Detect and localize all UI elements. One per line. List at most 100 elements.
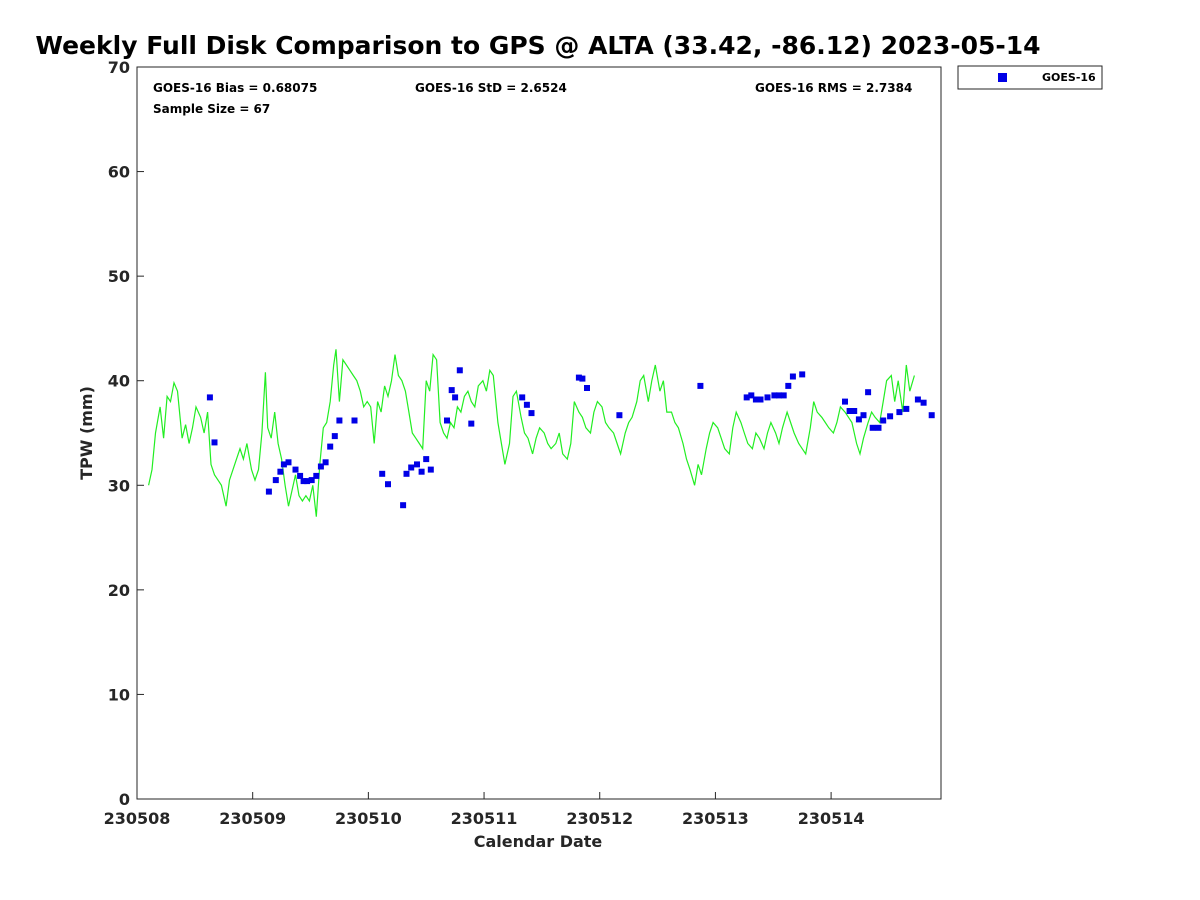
y-tick-label: 20	[108, 581, 130, 600]
goes16-data-point	[903, 405, 910, 412]
goes16-data-point	[304, 478, 311, 485]
goes16-data-point	[272, 477, 279, 484]
goes16-data-point	[331, 433, 338, 440]
y-tick-label: 60	[108, 163, 130, 182]
goes16-data-point	[379, 470, 386, 477]
goes16-data-point	[579, 375, 586, 382]
goes16-data-point	[757, 396, 764, 403]
goes16-data-point	[869, 424, 876, 431]
y-tick-label: 50	[108, 267, 130, 286]
goes16-data-point	[400, 502, 407, 509]
goes16-data-point	[292, 466, 299, 473]
std-stat: GOES-16 StD = 2.6524	[415, 81, 567, 95]
goes16-data-point	[748, 392, 755, 399]
goes16-data-point	[456, 367, 463, 374]
x-tick-label: 230510	[335, 809, 402, 828]
goes16-data-point	[313, 472, 320, 479]
x-tick-label: 230513	[682, 809, 749, 828]
goes16-data-point	[575, 374, 582, 381]
y-tick-label: 40	[108, 372, 130, 391]
goes16-data-point	[785, 382, 792, 389]
chart-title: Weekly Full Disk Comparison to GPS @ ALT…	[35, 31, 1040, 60]
goes16-data-point	[408, 464, 415, 471]
goes16-data-point	[444, 417, 450, 424]
y-tick-label: 30	[108, 476, 130, 495]
goes16-data-point	[297, 472, 304, 479]
goes16-data-point	[875, 424, 882, 431]
goes16-data-point	[928, 412, 935, 419]
goes16-data-point	[842, 398, 848, 405]
goes16-data-point	[752, 396, 759, 403]
goes16-data-point	[846, 408, 853, 414]
goes16-data-point	[423, 456, 430, 463]
goes16-data-point	[914, 396, 921, 403]
x-tick-label: 230509	[219, 809, 286, 828]
goes16-data-point	[764, 394, 771, 401]
goes16-data-point	[418, 468, 425, 475]
goes16-data-point	[851, 408, 858, 414]
goes16-data-point	[265, 488, 272, 495]
goes16-data-point	[327, 443, 334, 450]
goes16-data-point	[336, 417, 343, 424]
goes16-data-point	[865, 389, 872, 396]
goes16-data-point	[528, 410, 535, 417]
y-tick-label: 70	[108, 58, 130, 77]
goes16-data-point	[776, 392, 782, 399]
rms-stat: GOES-16 RMS = 2.7384	[755, 81, 912, 95]
goes16-data-point	[855, 416, 862, 423]
goes16-data-point	[519, 394, 526, 401]
y-tick-label: 0	[119, 790, 130, 809]
legend-marker-icon	[998, 73, 1007, 82]
goes16-data-point	[780, 392, 787, 399]
goes16-data-point	[317, 463, 324, 470]
x-tick-label: 230511	[451, 809, 518, 828]
gps-series-line	[148, 349, 915, 517]
goes16-data-point	[616, 412, 623, 419]
goes16-data-point	[860, 412, 867, 419]
goes16-data-point	[448, 387, 455, 394]
goes16-data-point	[887, 413, 894, 420]
goes16-data-point	[697, 382, 704, 389]
goes16-data-point	[920, 399, 927, 406]
goes16-data-point	[896, 409, 903, 416]
goes16-data-point	[300, 478, 307, 485]
goes16-data-point	[351, 417, 358, 424]
goes16-data-point	[211, 439, 218, 446]
x-axis-ticks: 230508 230509 230510 230511 230512 230513 2305…	[104, 792, 865, 828]
sample-size-stat: Sample Size = 67	[153, 102, 270, 116]
goes16-data-point	[584, 385, 590, 391]
goes16-data-point	[308, 477, 315, 484]
goes16-data-point	[414, 461, 420, 468]
goes16-data-point	[880, 417, 887, 424]
goes16-data-point	[322, 459, 329, 466]
goes16-data-point	[206, 394, 213, 401]
gps-line-group	[148, 349, 915, 517]
x-tick-label: 230514	[798, 809, 865, 828]
goes16-data-point	[403, 470, 410, 477]
y-tick-label: 10	[108, 685, 130, 704]
plot-area-frame	[136, 66, 942, 800]
goes16-data-point	[385, 481, 391, 488]
goes16-data-point	[427, 466, 434, 473]
goes16-markers	[206, 367, 935, 509]
goes16-data-point	[285, 459, 292, 466]
y-axis-label: TPW (mm)	[77, 386, 96, 480]
goes16-data-point	[280, 461, 287, 468]
goes16-data-point	[523, 401, 530, 408]
goes16-data-point	[789, 373, 796, 380]
legend: GOES-16	[957, 65, 1103, 90]
bias-stat: GOES-16 Bias = 0.68075	[153, 81, 317, 95]
y-axis-ticks: 0 10 20 30 40 50 60 70	[108, 58, 144, 809]
goes16-data-point	[277, 468, 284, 475]
x-tick-label: 230508	[104, 809, 171, 828]
goes16-data-point	[799, 371, 806, 378]
legend-label: GOES-16	[1042, 71, 1096, 84]
x-axis-label: Calendar Date	[474, 832, 603, 851]
goes16-data-point	[771, 392, 778, 399]
goes16-data-point	[743, 394, 750, 401]
goes16-data-point	[468, 420, 475, 427]
legend-box	[957, 65, 1103, 90]
goes16-data-point	[452, 394, 459, 401]
x-tick-label: 230512	[566, 809, 633, 828]
